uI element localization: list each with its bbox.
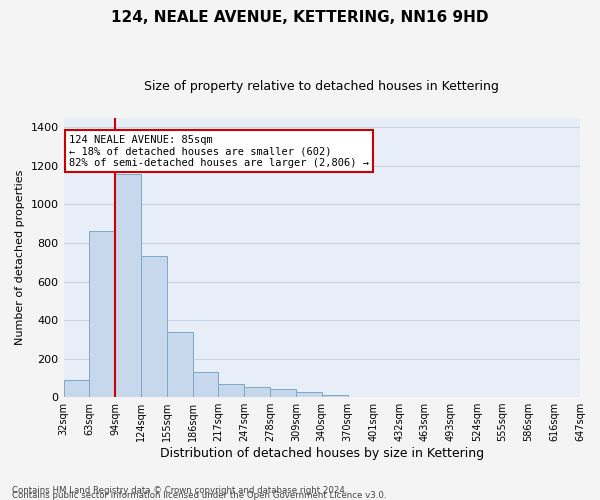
Bar <box>167 332 193 397</box>
Text: Contains HM Land Registry data © Crown copyright and database right 2024.: Contains HM Land Registry data © Crown c… <box>12 486 347 495</box>
Bar <box>89 232 115 397</box>
Bar <box>322 395 347 397</box>
Bar <box>218 384 244 397</box>
Title: Size of property relative to detached houses in Kettering: Size of property relative to detached ho… <box>145 80 499 93</box>
X-axis label: Distribution of detached houses by size in Kettering: Distribution of detached houses by size … <box>160 447 484 460</box>
Bar <box>244 388 270 397</box>
Bar <box>64 380 89 397</box>
Bar <box>193 372 218 397</box>
Bar <box>115 174 141 397</box>
Bar <box>270 390 296 397</box>
Text: 124, NEALE AVENUE, KETTERING, NN16 9HD: 124, NEALE AVENUE, KETTERING, NN16 9HD <box>111 10 489 25</box>
Bar <box>296 392 322 397</box>
Text: 124 NEALE AVENUE: 85sqm
← 18% of detached houses are smaller (602)
82% of semi-d: 124 NEALE AVENUE: 85sqm ← 18% of detache… <box>69 134 369 168</box>
Text: Contains public sector information licensed under the Open Government Licence v3: Contains public sector information licen… <box>12 491 386 500</box>
Bar <box>347 396 373 397</box>
Bar <box>141 256 167 397</box>
Y-axis label: Number of detached properties: Number of detached properties <box>15 170 25 345</box>
